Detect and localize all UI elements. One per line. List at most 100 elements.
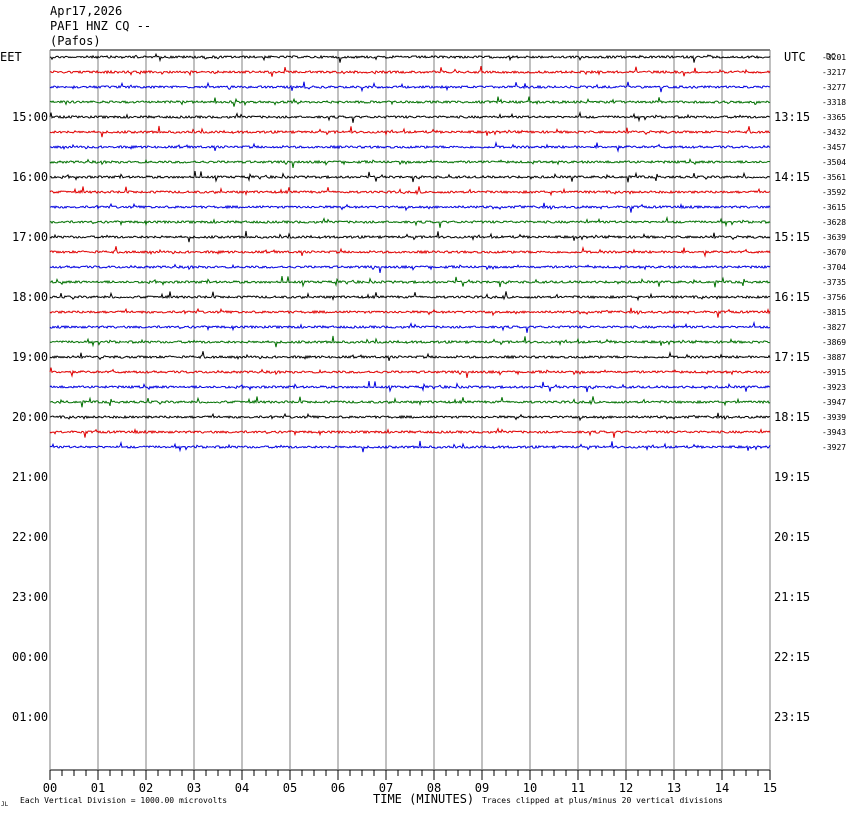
left-hour-label: 18:00 [12,290,48,304]
dc-offset-label: -3923 [822,383,846,392]
station-place: (Pafos) [50,34,101,48]
left-hour-label: 22:00 [12,530,48,544]
left-timezone-label: EET [0,50,22,64]
dc-offset-label: -3639 [822,233,846,242]
seismic-trace [49,52,771,63]
x-tick-label: 13 [667,781,681,795]
x-tick-label: 12 [619,781,633,795]
dc-offset-label: -3318 [822,98,846,107]
scale-note: Each Vertical Division = 1000.00 microvo… [20,796,227,805]
seismic-trace [49,66,771,77]
left-hour-label: 23:00 [12,590,48,604]
dc-offset-label: -3827 [822,323,846,332]
seismic-trace [49,81,771,93]
dc-offset-label: -3277 [822,83,846,92]
seismic-trace [49,263,771,273]
dc-offset-label: -3561 [822,173,846,182]
left-hour-label: 15:00 [12,110,48,124]
dc-offset-label: -3735 [822,278,846,287]
right-hour-label: 13:15 [774,110,810,124]
seismic-trace [49,96,771,107]
left-hour-label: 01:00 [12,710,48,724]
left-hour-label: 21:00 [12,470,48,484]
seismic-trace [49,186,771,197]
right-hour-label: 21:15 [774,590,810,604]
seismic-trace [49,140,771,153]
seismic-traces [49,52,771,453]
seismic-trace [49,381,771,393]
dc-offset-label: -3815 [822,308,846,317]
x-tick-label: 07 [379,781,393,795]
plot-date: Apr17,2026 [50,4,123,18]
left-hour-label: 00:00 [12,650,48,664]
seismic-trace [49,307,771,318]
dc-offset-label: -3869 [822,338,846,347]
dc-offset-label: -3504 [822,158,846,167]
dc-offset-label: -3592 [822,188,846,197]
axis-labels: EET UTC DC TIME (MINUTES) Each Vertical … [0,50,846,808]
dc-offset-label: -3927 [822,443,846,452]
x-axis-title: TIME (MINUTES) [373,792,474,806]
dc-offset-label: -3628 [822,218,846,227]
x-tick-label: 02 [139,781,153,795]
left-hour-label: 19:00 [12,350,48,364]
seismic-trace [49,245,771,258]
dc-offset-label: -3939 [822,413,846,422]
left-hour-label: 16:00 [12,170,48,184]
x-tick-label: 04 [235,781,249,795]
left-hour-label: 17:00 [12,230,48,244]
dc-offset-label: -3615 [822,203,846,212]
seismic-trace [49,125,770,138]
station-code: PAF1 HNZ CQ -- [50,19,152,33]
seismic-trace [49,320,770,333]
dc-offset-label: -3887 [822,353,846,362]
seismic-trace [49,367,771,378]
dc-offset-label: -3915 [822,368,846,377]
right-hour-label: 23:15 [774,710,810,724]
right-hour-label: 16:15 [774,290,810,304]
seismic-trace [49,110,771,123]
x-tick-label: 01 [91,781,105,795]
seismic-trace [49,215,771,228]
dc-offset-label: -3365 [822,113,846,122]
x-tick-label: 15 [763,781,777,795]
seismic-trace [49,396,771,408]
x-tick-label: 09 [475,781,489,795]
right-hour-label: 17:15 [774,350,810,364]
seismic-trace [49,350,771,361]
x-tick-label: 00 [43,781,57,795]
seismic-trace [49,291,771,302]
dc-offset-label: -3432 [822,128,846,137]
seismic-trace [50,202,771,213]
right-hour-label: 19:15 [774,470,810,484]
corner-mark: JL [1,801,9,808]
seismic-trace [49,230,771,243]
dc-offset-label: -3756 [822,293,846,302]
dc-label: DC [826,52,836,61]
x-tick-label: 05 [283,781,297,795]
right-hour-label: 20:15 [774,530,810,544]
left-hour-label: 20:00 [12,410,48,424]
x-tick-label: 03 [187,781,201,795]
dc-offset-label: -3704 [822,263,846,272]
time-grid [49,49,771,780]
x-tick-label: 11 [571,781,585,795]
right-timezone-label: UTC [784,50,806,64]
clip-note: Traces clipped at plus/minus 20 vertical… [482,796,723,805]
dc-offset-label: -3457 [822,143,846,152]
x-tick-label: 10 [523,781,537,795]
dc-offset-label: -3201 [822,53,846,62]
seismic-trace [49,157,770,168]
right-hour-label: 14:15 [774,170,810,184]
seismic-trace [49,440,771,453]
seismic-trace [49,412,771,422]
seismic-trace [49,427,771,438]
right-hour-label: 22:15 [774,650,810,664]
dc-offset-label: -3670 [822,248,846,257]
dc-offset-label: -3943 [822,428,846,437]
right-hour-label: 15:15 [774,230,810,244]
seismic-trace [49,276,771,288]
x-tick-label: 08 [427,781,441,795]
seismic-trace [49,171,770,183]
